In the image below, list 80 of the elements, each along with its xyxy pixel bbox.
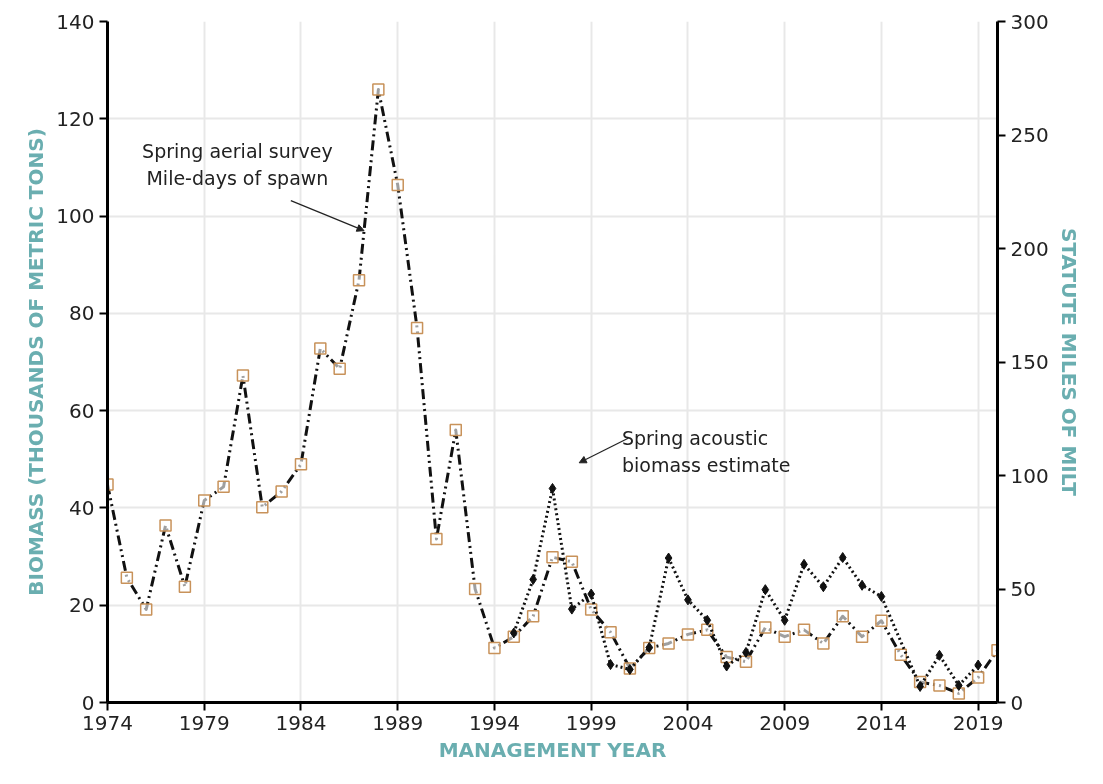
- y-tick-label: 40: [69, 495, 95, 520]
- y2-tick-label: 300: [1010, 9, 1049, 34]
- x-tick-label: 1984: [275, 710, 327, 735]
- point: [662, 637, 675, 650]
- point: [314, 342, 327, 355]
- point: [275, 485, 288, 498]
- point: [780, 614, 789, 626]
- point: [159, 519, 172, 532]
- x-tick-label: 2009: [759, 710, 811, 735]
- y-axis-title: BIOMASS (THOUSANDS OF METRIC TONS): [24, 128, 49, 596]
- point: [935, 649, 944, 661]
- y2-axis-title: STATUTE MILES OF MILT: [1056, 228, 1081, 497]
- point: [449, 423, 463, 437]
- point: [819, 581, 828, 593]
- point: [352, 274, 366, 287]
- point: [838, 552, 847, 564]
- point: [761, 584, 770, 596]
- x-tick-label: 1989: [372, 710, 424, 735]
- y2-tick-label: 0: [1010, 690, 1024, 715]
- point: [875, 614, 888, 628]
- point: [391, 178, 404, 192]
- point: [971, 671, 985, 684]
- point: [933, 679, 946, 692]
- point: [546, 550, 559, 564]
- x-axis-title: MANAGEMENT YEAR: [438, 737, 667, 762]
- point: [722, 660, 731, 672]
- point: [410, 321, 424, 335]
- point: [256, 501, 269, 514]
- point: [952, 687, 966, 700]
- y-tick-label: 100: [56, 204, 95, 229]
- point: [587, 588, 596, 600]
- y-tick-label: 140: [56, 9, 95, 34]
- point: [468, 582, 482, 596]
- x-tick-label: 2014: [855, 710, 907, 735]
- y-tick-label: 80: [69, 301, 95, 326]
- point: [548, 482, 557, 494]
- point: [681, 628, 695, 641]
- y2-tick-label: 50: [1010, 577, 1036, 601]
- y2-tick-label: 200: [1010, 236, 1049, 261]
- x-tick-label: 1994: [469, 710, 520, 735]
- y-tick-label: 20: [69, 593, 95, 618]
- point: [664, 552, 673, 564]
- point: [604, 625, 617, 639]
- point: [333, 362, 346, 376]
- x-tick-label: 1999: [565, 710, 617, 735]
- point: [954, 679, 963, 691]
- y2-tick-label: 150: [1010, 350, 1049, 374]
- x-tick-label: 2019: [952, 710, 1004, 735]
- point: [139, 603, 153, 616]
- point: [584, 603, 598, 616]
- x-tick-label: 1979: [178, 710, 230, 735]
- point: [120, 571, 134, 584]
- annotation: Spring aerial survey Mile-days of spawn: [142, 139, 333, 190]
- y2-tick-label: 250: [1010, 123, 1049, 147]
- y-tick-label: 60: [69, 398, 95, 423]
- point: [217, 480, 230, 494]
- point: [488, 641, 501, 655]
- point: [817, 637, 830, 650]
- point: [877, 590, 886, 602]
- point: [606, 659, 615, 671]
- point: [430, 532, 443, 546]
- point: [565, 555, 579, 569]
- y2-tick-label: 100: [1010, 463, 1049, 488]
- y-tick-label: 120: [56, 106, 95, 131]
- point: [509, 627, 518, 639]
- point: [703, 614, 712, 626]
- point: [372, 83, 385, 96]
- point: [855, 630, 869, 643]
- point: [526, 609, 540, 623]
- point: [236, 369, 250, 382]
- point: [836, 609, 849, 623]
- point: [759, 621, 772, 634]
- point: [197, 494, 211, 507]
- point: [797, 623, 811, 637]
- point: [178, 580, 192, 593]
- point: [294, 457, 308, 471]
- point: [778, 630, 791, 643]
- x-tick-label: 2004: [662, 710, 714, 735]
- point: [739, 655, 753, 668]
- annotation: Spring acoustic biomass estimate: [621, 426, 791, 477]
